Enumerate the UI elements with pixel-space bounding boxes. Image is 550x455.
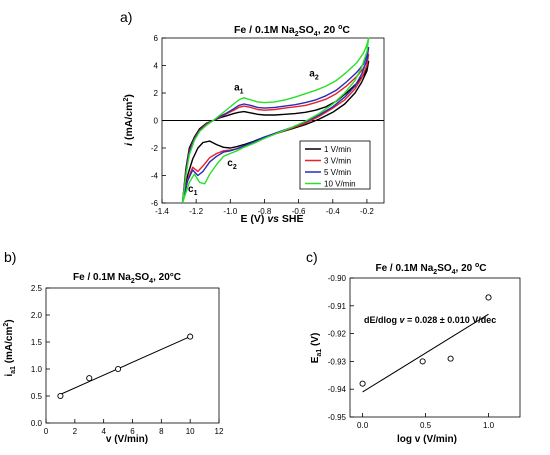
panel-a-ytick-label: 6: [154, 34, 159, 43]
panel-b-ylabel: ia1 (mA/cm2): [3, 319, 17, 376]
panel-a-ytick-label: -6: [151, 199, 159, 208]
panel-b-xlabel: v (V/min): [106, 434, 148, 445]
panel-a-label: a): [120, 9, 132, 25]
panel-c-fit-line: [362, 313, 489, 393]
panel-b-ytick-label: 2.0: [31, 311, 43, 320]
panel-a-annotations: a1 a2 c2 c1: [188, 69, 319, 198]
panel-b-ytick-label: 2.5: [31, 284, 43, 293]
panel-a-legend-label-4: 10 V/min: [324, 180, 356, 189]
panel-c-point-4: [485, 294, 492, 301]
panel-a-legend-label-3: 5 V/min: [324, 168, 351, 177]
panel-c: c) Fe / 0.1M Na2SO4, 20 oC 0.0 0.5 1.0 -0.9…: [306, 249, 521, 445]
panel-b-point-1: [57, 392, 64, 400]
panel-a-ytick-label: 4: [154, 62, 159, 71]
panel-c-xtick-label: 0.5: [420, 421, 432, 430]
panel-a-xtick-label: -0.4: [326, 207, 340, 216]
panel-c-xtick-label: 1.0: [483, 421, 495, 430]
panel-a-annotation: a1: [234, 82, 244, 95]
panel-c-ylabel: Ea1 (V): [310, 333, 323, 364]
panel-b-xtick-label: 2: [73, 427, 78, 436]
panel-c-axes: 0.0 0.5 1.0 -0.95 -0.94 -0.93 -0.92 -0.91 -0.90: [328, 274, 521, 430]
panel-c-point-1: [359, 380, 366, 387]
panel-c-ytick-label: -0.95: [328, 413, 347, 422]
panel-c-xlabel: log v (V/min): [397, 434, 457, 445]
panel-a-series-line-3: [181, 46, 370, 204]
panel-a-xtick-label: -0.2: [360, 207, 374, 216]
panel-a-legend-label-2: 3 V/min: [324, 157, 351, 166]
panel-b-label: b): [4, 249, 16, 265]
panel-a-title: Fe / 0.1M Na2SO4, 20 oC: [234, 24, 350, 38]
panel-b-xtick-label: 8: [159, 427, 164, 436]
panel-b-xtick-label: 6: [130, 427, 135, 436]
panel-a-xtick-label: -0.8: [258, 207, 272, 216]
panel-b-fit-line: [60, 336, 191, 395]
panel-c-slope-annotation: dE/dlog v = 0.028 ± 0.010 V/dec: [364, 315, 496, 325]
panel-b-ytick-label: 1.0: [31, 365, 43, 374]
panel-c-ytick-label: -0.90: [328, 274, 347, 283]
panel-b-xtick-label: 12: [215, 427, 224, 436]
panel-c-ytick-label: -0.92: [328, 330, 347, 339]
panel-a-annotation: a2: [309, 69, 319, 82]
panel-b-title: Fe / 0.1M Na2SO4, 20°C: [73, 272, 181, 285]
panel-a-annotation: c1: [188, 184, 198, 197]
panel-b-ytick-label: 0.0: [31, 419, 43, 428]
panel-b-point-2: [86, 375, 93, 382]
panel-c-point-3: [447, 355, 454, 362]
panel-b-xtick-label: 0: [44, 427, 49, 436]
panel-b-ytick-label: 1.5: [31, 338, 43, 347]
panel-b-point-4: [187, 333, 194, 340]
panel-c-xtick-label: 0.0: [357, 421, 369, 430]
panel-a-legend: 1 V/min 3 V/min 5 V/min 10 V/min: [299, 140, 371, 190]
panel-c-ytick-label: -0.91: [328, 302, 347, 311]
panel-a-ylabel: i (mA/cm2): [123, 94, 135, 146]
panel-c-label: c): [306, 249, 318, 265]
panel-a-ytick-label: 2: [154, 89, 159, 98]
panel-c-ytick-label: -0.93: [328, 357, 347, 366]
panel-c-point-2: [419, 358, 426, 365]
panel-b-xtick-label: 4: [101, 427, 106, 436]
panel-a-axes: -1.4 -1.2 -1.0 -0.8 -0.6 -0.4 -0.2 -6 -4 -2 0 2 4 6: [151, 34, 385, 216]
panel-b-marks: [57, 333, 194, 400]
panel-b-axes: 0 2 4 6 8 10 12 0.0 0.5 1.0 1.5 2.0 2.5: [31, 284, 224, 436]
panel-a-xlabel: E (V) vs SHE: [240, 213, 303, 225]
panel-a-ytick-label: -2: [151, 144, 159, 153]
panel-a-xtick-label: -1.4: [155, 207, 169, 216]
panel-b-ytick-label: 0.5: [31, 392, 43, 401]
panel-b-point-3: [115, 365, 122, 373]
panel-c-ytick-label: -0.94: [328, 385, 347, 394]
panel-a-series-line-4: [181, 37, 370, 204]
panel-a-xtick-label: -0.6: [292, 207, 306, 216]
panel-a: a) Fe / 0.1M Na2SO4, 20 oC -1.4 -1.2 -1.0-…: [120, 9, 385, 225]
panel-c-marks: [359, 294, 492, 393]
panel-a-ytick-label: 0: [154, 117, 159, 126]
panel-a-xtick-label: -1.2: [189, 207, 203, 216]
panel-c-title: Fe / 0.1M Na2SO4, 20 oC: [375, 262, 486, 276]
panel-b-plot-frame: [45, 287, 220, 424]
panel-a-xtick-label: -1.0: [223, 207, 237, 216]
panel-a-series: [181, 37, 370, 204]
panel-b: b) Fe / 0.1M Na2SO4, 20°C 0 2 4 6 8 10 12 0.0 0.…: [3, 249, 224, 445]
panel-b-xtick-label: 10: [186, 427, 195, 436]
panel-a-ytick-label: -4: [151, 172, 159, 181]
panel-a-legend-label-1: 1 V/min: [324, 145, 351, 154]
panel-a-annotation: c2: [227, 158, 237, 171]
panel-c-plot-frame: [349, 277, 521, 418]
